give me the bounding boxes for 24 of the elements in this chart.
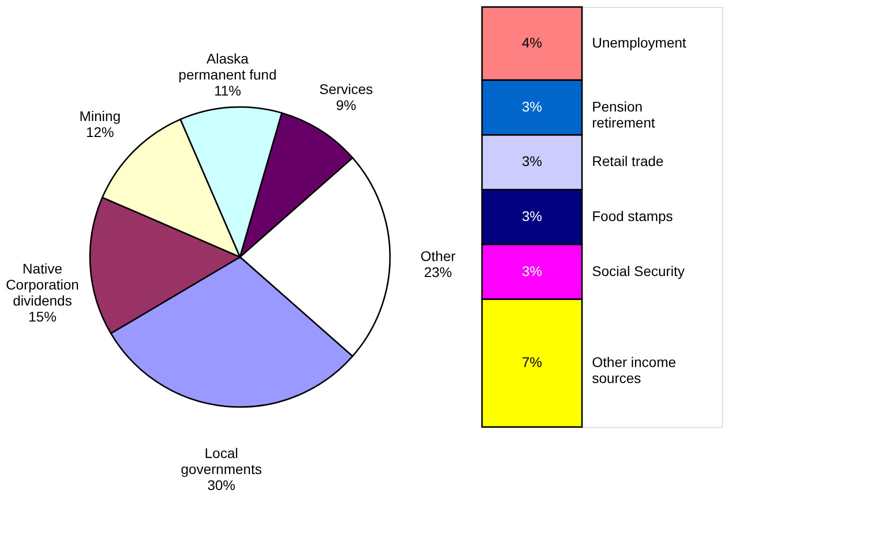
data-label: 11% [214, 82, 242, 98]
series-label: Other income sources [592, 354, 676, 386]
series-label: Food stamps [592, 208, 673, 224]
data-label: 12% [86, 124, 114, 140]
series-label: Retail trade [592, 153, 664, 170]
data-label: 3% [522, 208, 542, 224]
series-label: Unemployment [592, 34, 686, 51]
data-label: 7% [522, 354, 542, 370]
slice-label: Other [420, 248, 456, 264]
slice-label: Alaska permanent fund [178, 50, 277, 82]
data-label: 3% [522, 98, 542, 114]
series-label: Social Security [592, 262, 685, 279]
slice-label: Native Corporation dividends [6, 260, 79, 308]
slice-label: Local governments [180, 445, 262, 478]
data-label: 9% [336, 96, 356, 113]
data-label: 30% [207, 477, 236, 494]
series-label: Pension retirement [592, 98, 656, 130]
slice-label: Services [319, 80, 373, 97]
data-label: 15% [28, 308, 56, 324]
slice-label: Mining [79, 108, 121, 124]
data-label: 3% [522, 262, 542, 279]
data-label: 3% [522, 153, 542, 170]
data-label: 23% [424, 264, 452, 280]
data-label: 4% [522, 34, 542, 51]
